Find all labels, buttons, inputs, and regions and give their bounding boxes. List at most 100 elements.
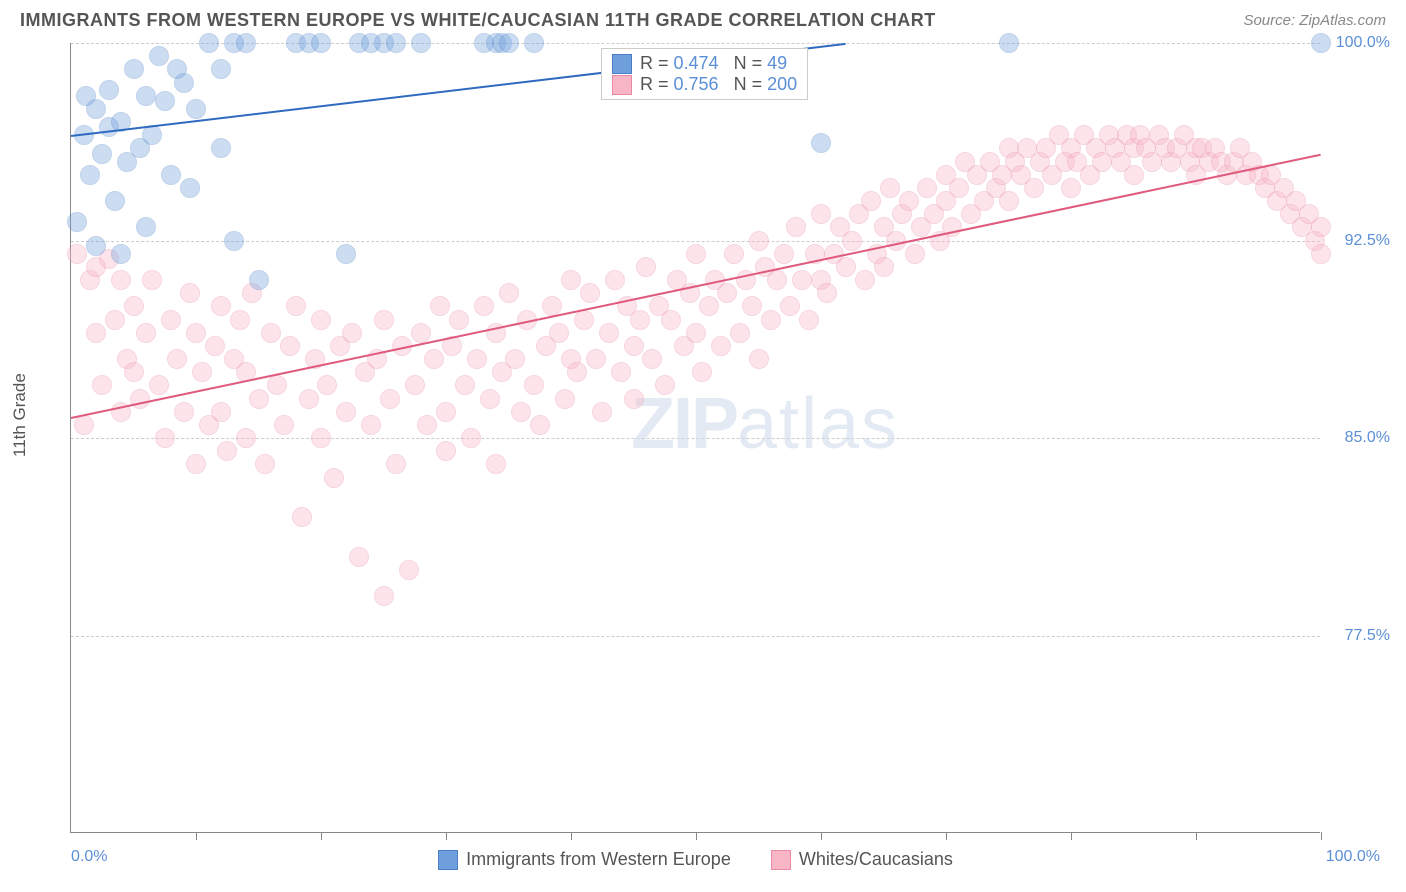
legend-stats-text: R = 0.756 N = 200 (640, 74, 797, 95)
scatter-point-pink (817, 283, 837, 303)
scatter-point-pink (417, 415, 437, 435)
scatter-point-pink (742, 296, 762, 316)
scatter-point-pink (249, 389, 269, 409)
legend-stats-row: R = 0.756 N = 200 (612, 74, 797, 95)
scatter-point-pink (317, 375, 337, 395)
scatter-point-pink (767, 270, 787, 290)
x-tick (1071, 832, 1072, 840)
scatter-point-pink (799, 310, 819, 330)
scatter-point-pink (605, 270, 625, 290)
scatter-point-blue (67, 212, 87, 232)
x-tick (1196, 832, 1197, 840)
scatter-point-pink (124, 362, 144, 382)
scatter-point-pink (186, 323, 206, 343)
legend-swatch-icon (438, 850, 458, 870)
scatter-point-blue (99, 80, 119, 100)
scatter-point-blue (149, 46, 169, 66)
scatter-point-pink (555, 389, 575, 409)
scatter-point-blue (136, 86, 156, 106)
scatter-point-blue (336, 244, 356, 264)
scatter-point-pink (111, 270, 131, 290)
y-tick-label: 85.0% (1330, 429, 1390, 447)
scatter-point-blue (236, 33, 256, 53)
y-tick-label: 92.5% (1330, 232, 1390, 250)
scatter-point-pink (880, 178, 900, 198)
scatter-point-pink (380, 389, 400, 409)
scatter-point-pink (461, 428, 481, 448)
scatter-point-pink (1311, 217, 1331, 237)
scatter-point-blue (249, 270, 269, 290)
scatter-point-blue (524, 33, 544, 53)
scatter-point-pink (917, 178, 937, 198)
scatter-point-pink (586, 349, 606, 369)
scatter-point-pink (636, 257, 656, 277)
scatter-point-blue (499, 33, 519, 53)
scatter-point-pink (561, 270, 581, 290)
x-tick (196, 832, 197, 840)
scatter-point-pink (686, 323, 706, 343)
legend-series: Immigrants from Western EuropeWhites/Cau… (71, 849, 1320, 870)
scatter-point-pink (905, 244, 925, 264)
scatter-point-pink (124, 296, 144, 316)
scatter-point-pink (505, 349, 525, 369)
legend-stats: R = 0.474 N = 49R = 0.756 N = 200 (601, 48, 808, 100)
scatter-point-pink (136, 323, 156, 343)
scatter-point-blue (136, 217, 156, 237)
scatter-point-pink (86, 323, 106, 343)
x-tick (821, 832, 822, 840)
scatter-point-pink (217, 441, 237, 461)
scatter-point-pink (1061, 178, 1081, 198)
scatter-point-pink (842, 231, 862, 251)
scatter-point-blue (161, 165, 181, 185)
scatter-point-pink (336, 402, 356, 422)
scatter-point-pink (386, 454, 406, 474)
scatter-point-pink (236, 428, 256, 448)
scatter-point-pink (280, 336, 300, 356)
scatter-point-pink (211, 402, 231, 422)
scatter-point-pink (580, 283, 600, 303)
scatter-point-pink (642, 349, 662, 369)
scatter-point-blue (111, 244, 131, 264)
scatter-point-pink (374, 586, 394, 606)
scatter-point-pink (342, 323, 362, 343)
scatter-point-pink (592, 402, 612, 422)
scatter-point-pink (186, 454, 206, 474)
scatter-point-pink (436, 402, 456, 422)
legend-swatch-icon (612, 75, 632, 95)
scatter-point-blue (224, 231, 244, 251)
scatter-point-pink (180, 283, 200, 303)
scatter-point-pink (724, 244, 744, 264)
x-tick (446, 832, 447, 840)
chart-source: Source: ZipAtlas.com (1243, 12, 1386, 29)
scatter-point-pink (786, 217, 806, 237)
scatter-point-pink (449, 310, 469, 330)
scatter-point-pink (524, 375, 544, 395)
scatter-point-pink (692, 362, 712, 382)
scatter-point-blue (186, 99, 206, 119)
x-max-label: 100.0% (1326, 848, 1380, 866)
scatter-point-pink (611, 362, 631, 382)
scatter-point-pink (949, 178, 969, 198)
scatter-point-pink (405, 375, 425, 395)
scatter-point-pink (274, 415, 294, 435)
scatter-point-pink (874, 257, 894, 277)
scatter-point-pink (292, 507, 312, 527)
legend-label: Immigrants from Western Europe (466, 849, 731, 870)
legend-item: Immigrants from Western Europe (438, 849, 731, 870)
scatter-point-pink (174, 402, 194, 422)
scatter-point-blue (311, 33, 331, 53)
x-tick (1321, 832, 1322, 840)
scatter-point-pink (149, 375, 169, 395)
scatter-point-blue (999, 33, 1019, 53)
scatter-point-pink (455, 375, 475, 395)
scatter-point-pink (811, 204, 831, 224)
scatter-point-pink (792, 270, 812, 290)
scatter-point-blue (211, 59, 231, 79)
scatter-point-blue (199, 33, 219, 53)
scatter-point-pink (411, 323, 431, 343)
scatter-point-pink (480, 389, 500, 409)
scatter-point-pink (630, 310, 650, 330)
scatter-point-blue (211, 138, 231, 158)
scatter-point-pink (999, 191, 1019, 211)
scatter-point-blue (155, 91, 175, 111)
